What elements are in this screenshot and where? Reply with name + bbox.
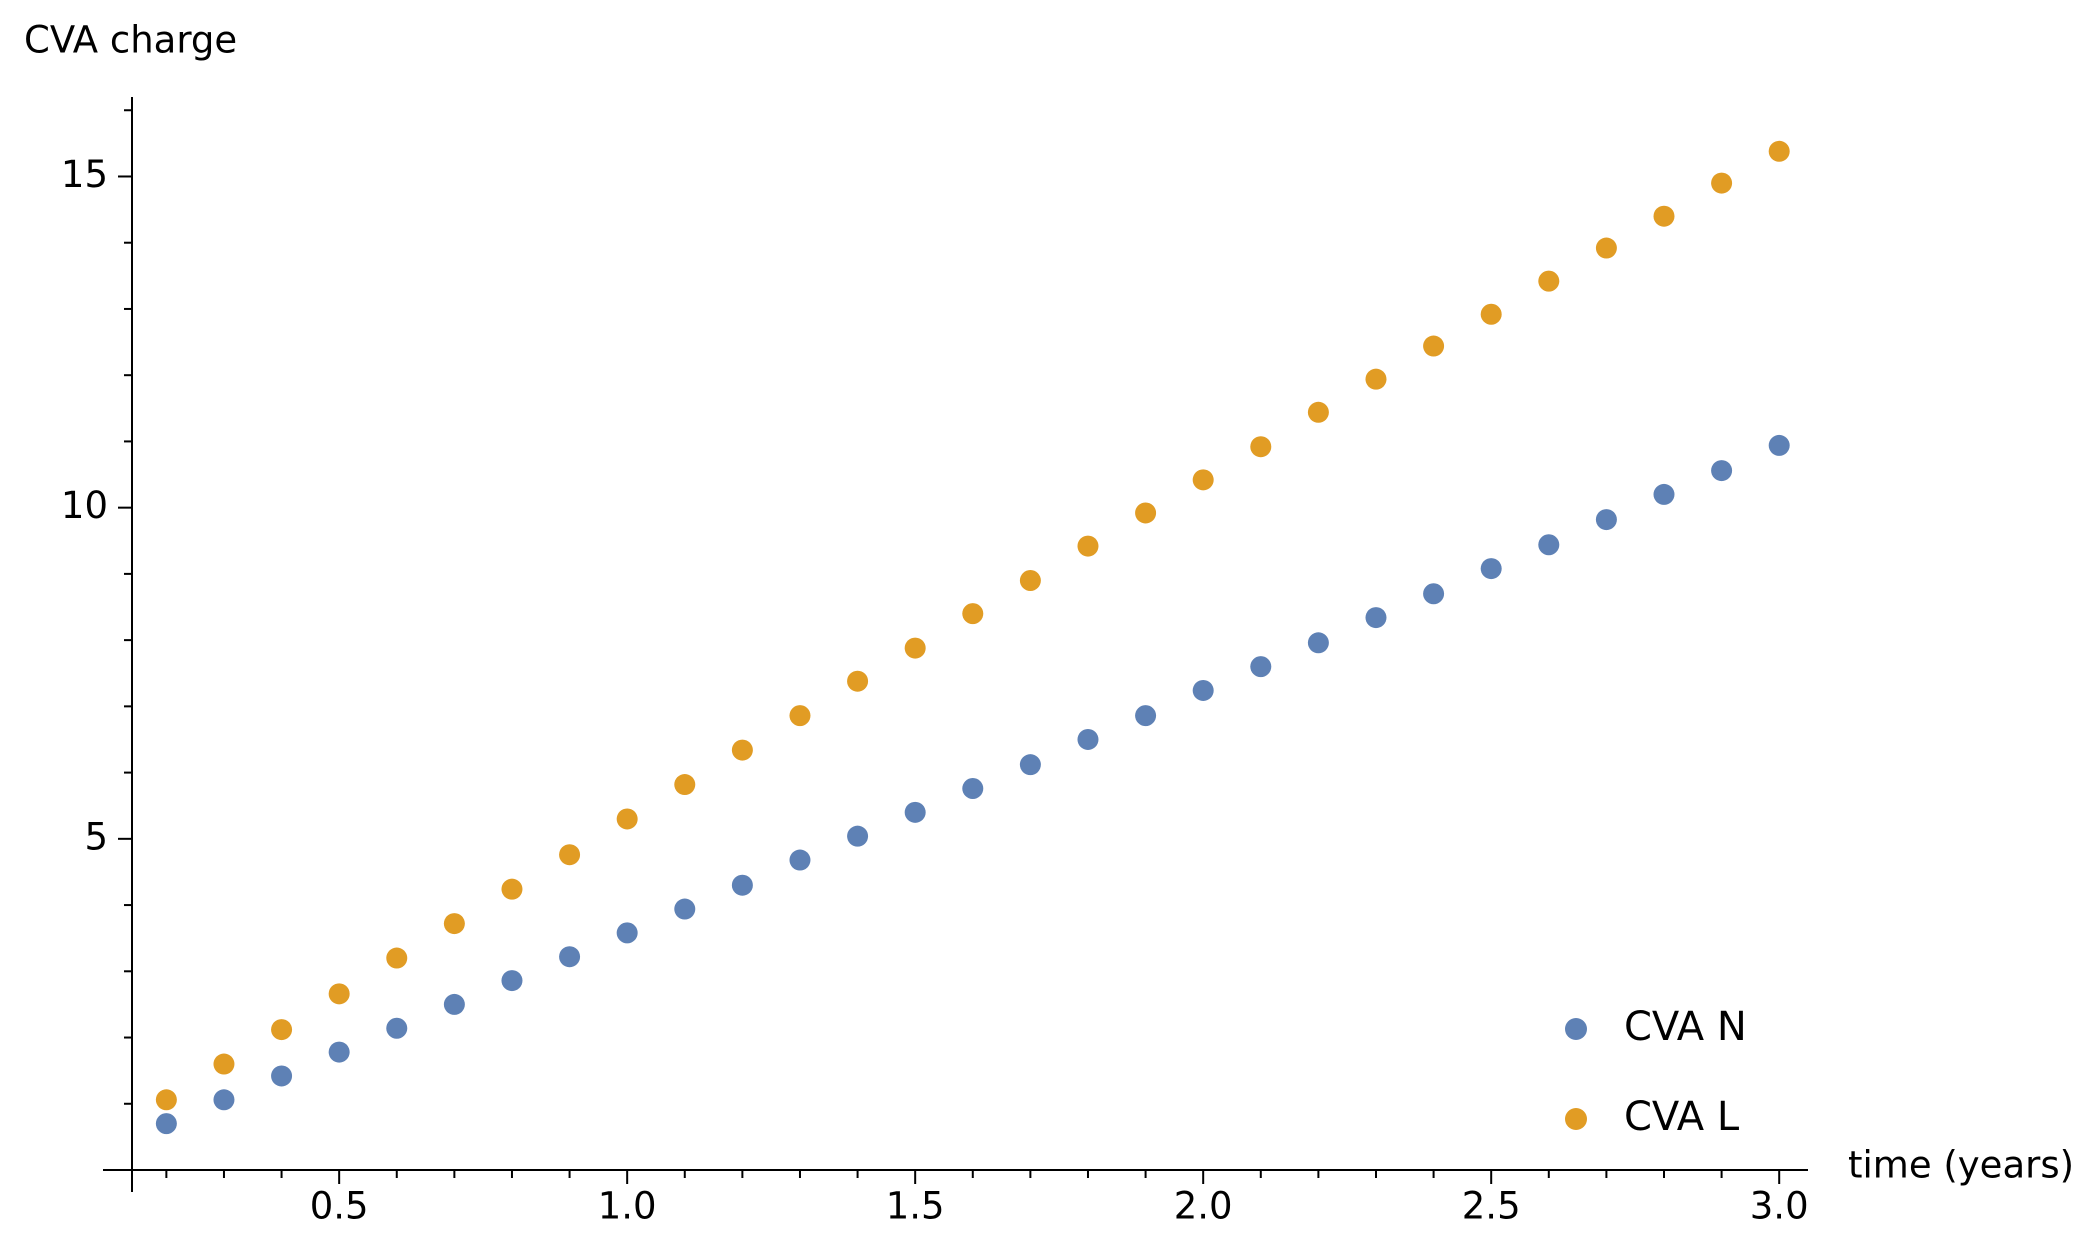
y-axis-label: CVA charge xyxy=(24,19,237,62)
point xyxy=(1423,335,1445,357)
legend-marker xyxy=(1565,1108,1587,1130)
point xyxy=(1595,237,1617,259)
x-tick-label: 2.5 xyxy=(1462,1185,1521,1228)
point xyxy=(1538,270,1560,292)
point xyxy=(1768,140,1790,162)
point xyxy=(847,825,869,847)
point xyxy=(1192,469,1214,491)
point xyxy=(731,874,753,896)
point xyxy=(1135,705,1157,727)
x-tick-label: 2.0 xyxy=(1174,1185,1233,1228)
point xyxy=(1768,434,1790,456)
point xyxy=(1077,535,1099,557)
point xyxy=(1538,534,1560,556)
point xyxy=(328,1041,350,1063)
legend-label: CVA N xyxy=(1624,1004,1747,1050)
point xyxy=(155,1089,177,1111)
point xyxy=(501,878,523,900)
point xyxy=(559,946,581,968)
point xyxy=(271,1019,293,1041)
y-tick-label: 10 xyxy=(61,484,108,527)
point xyxy=(904,637,926,659)
x-tick-label: 3.0 xyxy=(1750,1185,1809,1228)
point xyxy=(1365,607,1387,629)
x-axis-label: time (years) xyxy=(1848,1144,2074,1187)
point xyxy=(1480,303,1502,325)
point xyxy=(1307,401,1329,423)
point xyxy=(1250,436,1272,458)
y-tick-label: 15 xyxy=(61,153,108,196)
point xyxy=(1135,502,1157,524)
point xyxy=(616,922,638,944)
point xyxy=(1019,570,1041,592)
point xyxy=(386,947,408,969)
x-tick-label: 1.5 xyxy=(886,1185,945,1228)
point xyxy=(1192,679,1214,701)
point xyxy=(616,808,638,830)
point xyxy=(1250,656,1272,678)
point xyxy=(789,705,811,727)
point xyxy=(443,993,465,1015)
x-tick-label: 1.0 xyxy=(598,1185,657,1228)
point xyxy=(271,1065,293,1087)
point xyxy=(1480,558,1502,580)
point xyxy=(1653,205,1675,227)
x-tick-label: 0.5 xyxy=(310,1185,369,1228)
point xyxy=(789,849,811,871)
point xyxy=(1711,460,1733,482)
point xyxy=(1365,368,1387,390)
point xyxy=(962,603,984,625)
legend-marker xyxy=(1565,1018,1587,1040)
point xyxy=(213,1089,235,1111)
point xyxy=(443,913,465,935)
point xyxy=(904,801,926,823)
point xyxy=(1019,754,1041,776)
point xyxy=(1595,509,1617,531)
point xyxy=(962,777,984,799)
point xyxy=(674,898,696,920)
y-tick-label: 5 xyxy=(84,815,108,858)
point xyxy=(559,844,581,866)
legend-label: CVA L xyxy=(1624,1094,1740,1140)
point xyxy=(155,1113,177,1135)
point xyxy=(213,1053,235,1075)
point xyxy=(1711,172,1733,194)
point xyxy=(1423,583,1445,605)
point xyxy=(847,670,869,692)
point xyxy=(1307,632,1329,654)
point xyxy=(1077,728,1099,750)
point xyxy=(674,774,696,796)
point xyxy=(1653,483,1675,505)
point xyxy=(328,983,350,1005)
point xyxy=(501,970,523,992)
point xyxy=(386,1017,408,1039)
point xyxy=(731,739,753,761)
